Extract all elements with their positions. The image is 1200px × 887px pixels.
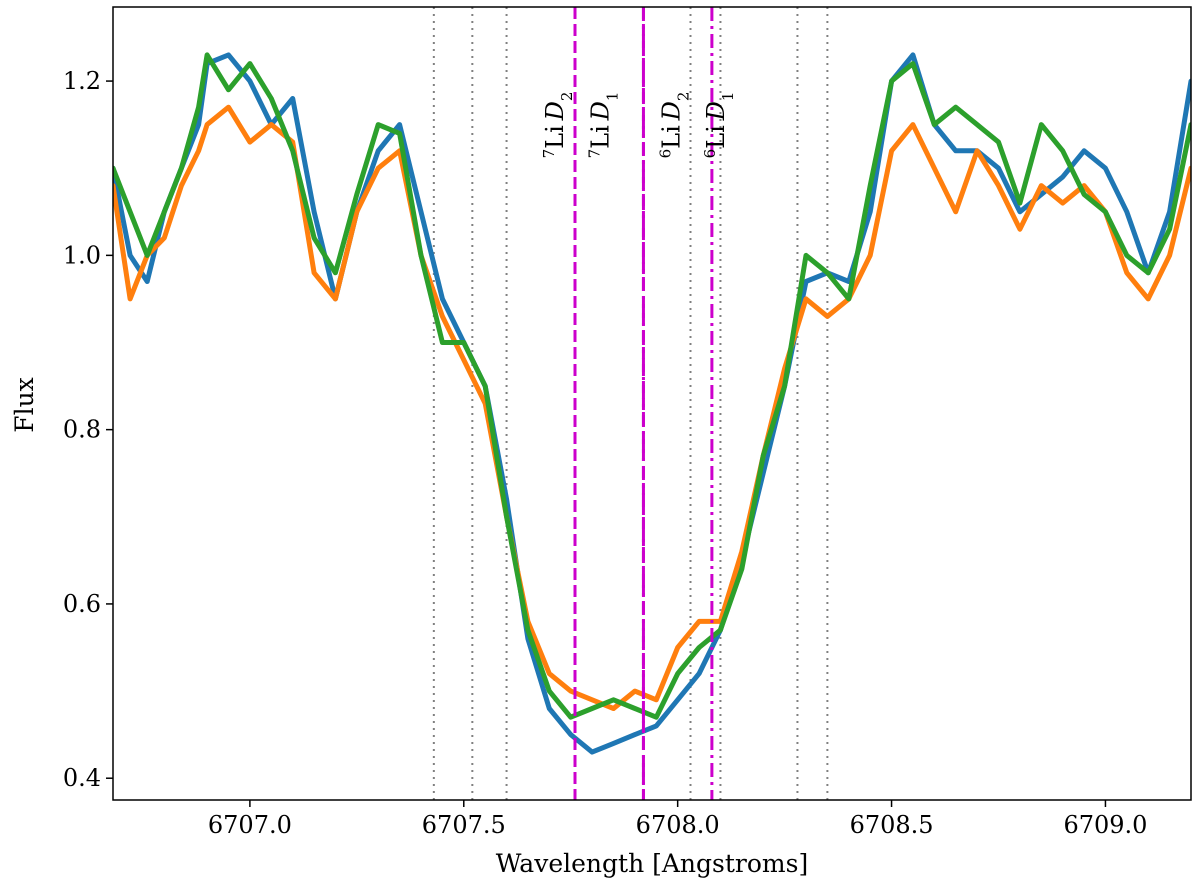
series-line-3 (113, 52, 1191, 720)
x-ticks: 6707.0 6707.5 6708.0 6708.5 6709.0 (208, 800, 1147, 839)
y-tick-label-2: 0.6 (63, 590, 101, 618)
y-tick-label-3: 0.8 (63, 416, 101, 444)
y-ticks: 0.4 0.6 0.8 1.0 1.2 (63, 67, 113, 792)
marker-label-2: 7Li D1 (585, 92, 621, 159)
series-line-2 (113, 104, 1191, 711)
y-axis-label: Flux (10, 377, 39, 433)
dotted-lines (432, 7, 829, 800)
series-line-1 (113, 52, 1191, 755)
x-tick-label-3: 6708.0 (636, 811, 720, 839)
x-tick-label-4: 6708.5 (850, 811, 934, 839)
marker-label-3: 6Li D2 (656, 92, 692, 159)
x-axis-label: Wavelength [Angstroms] (496, 849, 808, 878)
marker-lines (573, 7, 714, 800)
x-tick-label-5: 6709.0 (1063, 811, 1147, 839)
y-tick-label-1: 0.4 (63, 764, 101, 792)
x-tick-label-2: 6707.5 (422, 811, 506, 839)
plot-frame (112, 6, 1192, 801)
y-tick-label-4: 1.0 (63, 241, 101, 269)
y-tick-label-5: 1.2 (63, 67, 101, 95)
marker-label-1: 7Li D2 (540, 92, 576, 159)
series-layer (113, 52, 1191, 755)
marker-label-4: 6Li D1 (701, 92, 737, 159)
x-tick-label-1: 6707.0 (208, 811, 292, 839)
